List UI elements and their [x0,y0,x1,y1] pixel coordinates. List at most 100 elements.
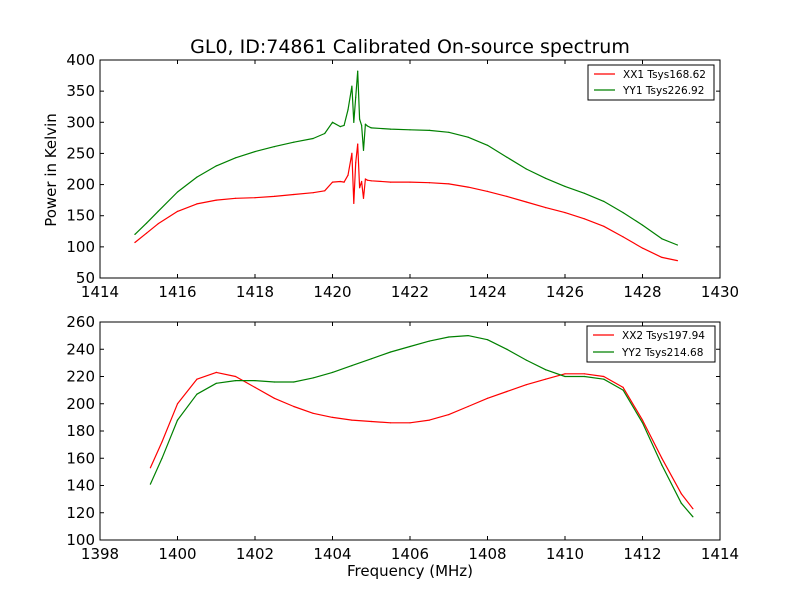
data-point [355,162,357,164]
data-point [661,256,663,258]
series-line-1 [134,143,678,262]
y-tick-label: 200 [66,176,95,194]
plot-area [134,70,679,262]
data-point [254,386,256,388]
series-line-2 [134,70,678,246]
y-tick-label: 120 [66,504,95,522]
data-point [390,351,392,353]
data-point [486,190,489,192]
data-point [254,151,256,153]
data-point [370,358,372,360]
data-point [361,124,363,126]
y-tick-label: 400 [66,51,95,69]
data-point [235,380,237,382]
data-point [676,244,679,246]
data-point [525,384,527,386]
y-tick-label: 300 [66,113,95,131]
y-tick-label: 180 [66,422,95,440]
data-point [215,199,217,201]
x-tick-label: 1418 [236,283,274,301]
data-point [359,118,361,120]
data-point [353,202,355,204]
data-point [506,390,508,393]
data-point [506,348,508,350]
x-tick-label: 1406 [391,545,429,563]
y-tick-label: 160 [66,449,95,467]
data-point [331,121,334,123]
data-point [486,144,489,146]
data-point [390,422,392,424]
data-point [467,136,469,138]
data-point [364,178,366,180]
data-point [353,121,355,123]
data-point [428,182,430,184]
data-point [273,195,275,197]
data-point [351,419,353,421]
data-point [324,190,326,192]
data-point [583,375,586,378]
data-point [351,152,353,154]
x-tick-label: 1414 [81,283,119,301]
data-point [134,233,136,235]
plot-area [149,335,694,518]
legend-label-yy1: YY1 Tsys226.92 [622,85,704,97]
y-tick-label: 100 [66,531,95,549]
data-point [467,405,469,408]
data-point [134,241,136,244]
y-tick-label: 220 [66,368,95,386]
data-point [364,123,366,125]
data-point [676,260,679,262]
data-point [293,193,295,196]
data-point [448,336,450,338]
data-point [347,174,349,176]
data-point [343,124,345,126]
data-point [564,212,566,214]
data-point [370,420,372,423]
data-point [545,177,547,179]
data-point [545,207,547,209]
data-point [273,381,275,383]
data-point [196,176,198,178]
data-point [347,109,349,111]
data-point [525,168,527,170]
data-point [312,192,314,194]
data-point [355,96,357,98]
data-point [545,369,547,371]
data-point [564,185,566,187]
y-tick-label: 140 [66,477,95,495]
data-point [564,373,566,375]
x-tick-label: 1398 [81,545,119,563]
data-point [641,224,644,226]
data-point [196,378,198,380]
data-point [680,493,682,495]
data-point [351,365,353,367]
series-line-1 [149,371,694,510]
data-point [176,403,179,405]
data-point [622,386,624,388]
data-point [545,378,547,380]
data-point [235,197,237,199]
y-tick-label: 100 [66,238,95,256]
data-point [235,157,237,159]
x-tick-label: 1402 [236,545,274,563]
data-point [428,419,430,421]
data-point [448,183,450,185]
data-point [149,483,151,485]
data-point [603,375,605,378]
x-tick-label: 1422 [391,283,429,301]
x-tick-label: 1414 [701,545,739,563]
data-point [339,180,341,183]
data-point [361,180,363,183]
data-point [273,146,275,148]
data-point [641,419,644,421]
data-point [235,375,237,378]
x-tick-label: 1426 [546,283,584,301]
y-tick-label: 200 [66,395,95,413]
data-point [273,397,275,399]
legend-box [587,64,715,101]
data-point [641,422,644,424]
series-line-2 [149,335,694,518]
data-point [448,131,450,133]
data-point [196,203,198,205]
